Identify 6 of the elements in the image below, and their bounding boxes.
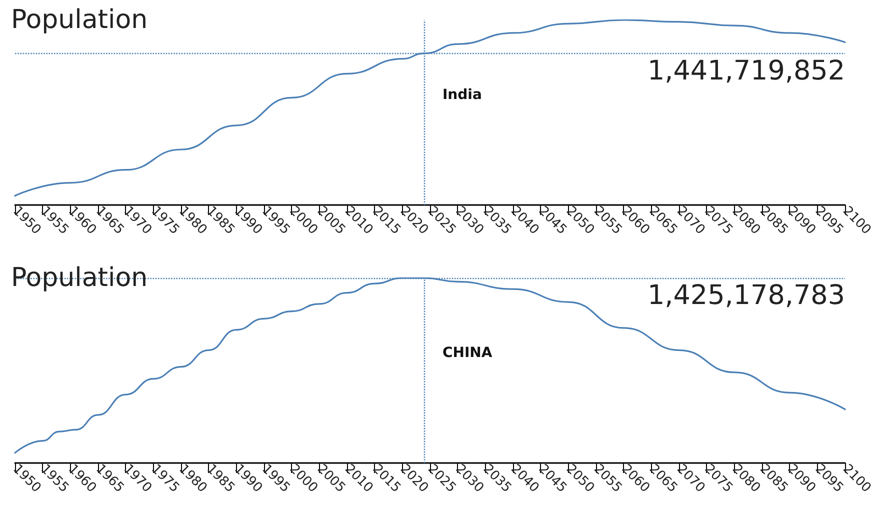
annotation: CHINA [442,345,492,361]
annotation: 1,425,178,783 [647,280,845,311]
annotation: 1,441,719,852 [647,55,845,86]
chart-title: Population [11,263,148,293]
chart-title: Population [11,5,148,35]
annotation: India [442,87,482,103]
